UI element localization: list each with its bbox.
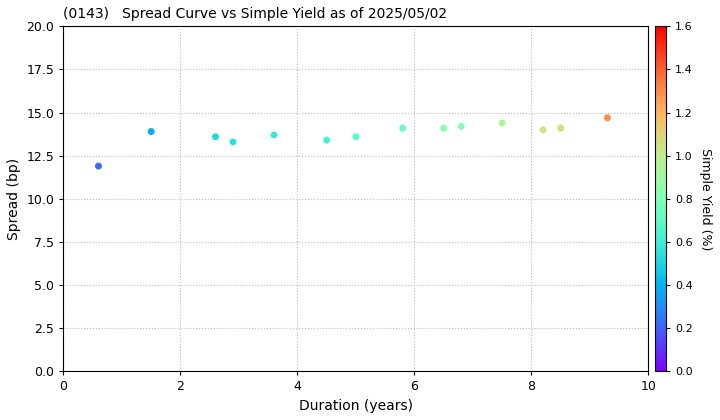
Point: [456, 123, 467, 130]
Point: [537, 126, 549, 133]
Point: [145, 128, 157, 135]
Point: [496, 120, 508, 126]
Point: [228, 139, 239, 145]
Point: [397, 125, 408, 131]
Point: [350, 134, 361, 140]
Point: [438, 125, 449, 131]
Point: [602, 114, 613, 121]
Point: [269, 131, 280, 138]
Y-axis label: Simple Yield (%): Simple Yield (%): [699, 148, 712, 250]
Point: [555, 125, 567, 131]
Text: (0143)   Spread Curve vs Simple Yield as of 2025/05/02: (0143) Spread Curve vs Simple Yield as o…: [63, 7, 448, 21]
Point: [93, 163, 104, 169]
X-axis label: Duration (years): Duration (years): [299, 399, 413, 413]
Point: [321, 137, 333, 144]
Point: [210, 134, 221, 140]
Y-axis label: Spread (bp): Spread (bp): [7, 158, 21, 240]
